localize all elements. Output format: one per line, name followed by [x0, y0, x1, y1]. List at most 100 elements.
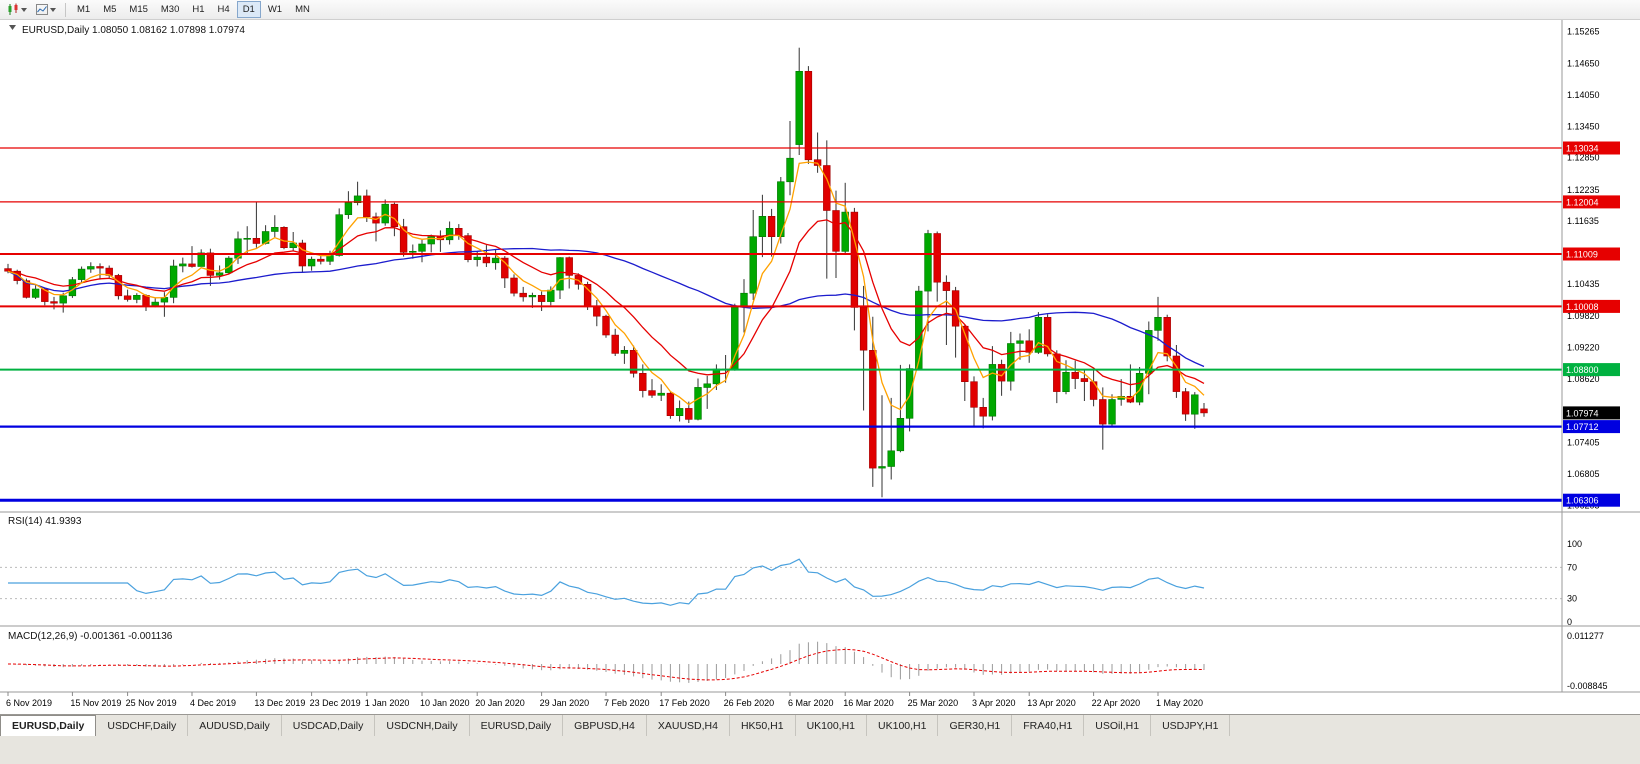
candle-body	[1099, 399, 1107, 425]
macd-signal-line	[7, 648, 1205, 681]
candle-body	[620, 349, 629, 354]
timeframe-button-mn[interactable]: MN	[289, 1, 316, 18]
macd-label: MACD(12,26,9) -0.001361 -0.001136	[8, 631, 173, 642]
timeframe-button-h4[interactable]: H4	[212, 1, 236, 18]
candle-body	[1154, 316, 1162, 331]
candle-body	[639, 372, 647, 391]
chart-tab-bar: EURUSD,Daily USDCHF,Daily AUDUSD,Daily U…	[0, 714, 1640, 736]
candle-body	[169, 265, 178, 298]
chart-tab[interactable]: FRA40,H1	[1012, 715, 1085, 736]
candle-body	[114, 275, 123, 297]
chart-tab[interactable]: HK50,H1	[730, 715, 796, 736]
candle-body	[317, 258, 325, 262]
svg-text:17 Feb 2020: 17 Feb 2020	[659, 698, 710, 708]
candle-body	[326, 255, 334, 262]
svg-text:30: 30	[1567, 594, 1577, 604]
candle-body	[758, 216, 767, 238]
chart-tab[interactable]: EURUSD,Daily	[470, 715, 564, 736]
chart-title-triangle-icon[interactable]	[9, 25, 16, 30]
svg-text:1.12850: 1.12850	[1567, 153, 1600, 163]
price-axis[interactable]: 1.15265 1.14650 1.14050 1.13450 1.12850 1.122…	[1561, 20, 1620, 692]
candle-body	[215, 272, 224, 276]
svg-text:6 Nov 2019: 6 Nov 2019	[6, 698, 52, 708]
candle-body	[252, 238, 261, 244]
candle-body	[712, 368, 721, 385]
window-bottom-strip	[0, 736, 1640, 764]
candle-body	[142, 294, 150, 307]
chart-tab[interactable]: UK100,H1	[867, 715, 939, 736]
chart-tab[interactable]: USDCNH,Daily	[375, 715, 470, 736]
candle-body	[1071, 371, 1079, 379]
candle-body	[1043, 316, 1052, 355]
svg-text:1.07712: 1.07712	[1566, 422, 1599, 432]
svg-text:3 Apr 2020: 3 Apr 2020	[972, 698, 1016, 708]
svg-text:25 Nov 2019: 25 Nov 2019	[126, 698, 177, 708]
candle-body	[869, 349, 877, 469]
candle-body	[50, 301, 58, 304]
timeframe-button-h1[interactable]: H1	[186, 1, 210, 18]
candle-body	[795, 70, 803, 145]
candle-body	[740, 292, 748, 308]
candle-body	[565, 257, 573, 276]
macd-panel[interactable]	[0, 625, 1640, 683]
chart-tab[interactable]: XAUUSD,H4	[647, 715, 730, 736]
svg-text:20 Jan 2020: 20 Jan 2020	[475, 698, 525, 708]
svg-text:15 Nov 2019: 15 Nov 2019	[70, 698, 121, 708]
timeframe-button-m5[interactable]: M5	[97, 1, 122, 18]
candle-body	[280, 227, 288, 249]
timeframe-button-m30[interactable]: M30	[155, 1, 185, 18]
candle-body	[77, 268, 86, 280]
svg-text:1.13450: 1.13450	[1567, 121, 1600, 131]
svg-text:22 Apr 2020: 22 Apr 2020	[1092, 698, 1141, 708]
candle-body	[804, 70, 813, 161]
timeframe-button-d1[interactable]: D1	[236, 1, 261, 18]
candle-body	[399, 226, 408, 253]
axis-price-tag	[1563, 141, 1620, 155]
candlestick-chart-icon	[8, 3, 18, 15]
chart-tab[interactable]: EURUSD,Daily	[0, 715, 97, 736]
chart-tab[interactable]: USDCHF,Daily	[96, 715, 189, 736]
candle-body	[961, 325, 969, 383]
chart-tab[interactable]: UK100,H1	[796, 715, 868, 736]
timeframe-button-m1[interactable]: M1	[71, 1, 96, 18]
chart-tab[interactable]: AUDUSD,Daily	[188, 715, 282, 736]
chart-tab[interactable]: USDJPY,H1	[1151, 715, 1231, 736]
candle-body	[335, 214, 343, 256]
svg-text:1.07405: 1.07405	[1567, 438, 1600, 448]
price-panel[interactable]	[0, 47, 1640, 513]
chevron-down-icon	[50, 7, 56, 12]
chart-window: 1.15265 1.14650 1.14050 1.13450 1.12850 1.122…	[0, 20, 1640, 714]
svg-text:7 Feb 2020: 7 Feb 2020	[604, 698, 650, 708]
chevron-down-icon	[21, 7, 27, 12]
candle-body	[307, 258, 316, 267]
candle-body	[519, 292, 527, 298]
svg-text:29 Jan 2020: 29 Jan 2020	[540, 698, 590, 708]
candle-body	[749, 236, 757, 294]
chart-canvas[interactable]: 1.15265 1.14650 1.14050 1.13450 1.12850 1.122…	[0, 20, 1640, 714]
candle-body	[271, 227, 279, 232]
candle-body	[188, 263, 196, 267]
candle-body	[878, 466, 886, 469]
axis-price-tag	[1563, 493, 1620, 507]
timeframe-button-m15[interactable]: M15	[123, 1, 153, 18]
chart-tab[interactable]: USDCAD,Daily	[282, 715, 376, 736]
timeframe-button-w1[interactable]: W1	[262, 1, 288, 18]
svg-text:1.13034: 1.13034	[1566, 144, 1599, 154]
candle-body	[59, 295, 67, 304]
chart-type-button[interactable]	[3, 1, 31, 19]
axis-price-tag	[1563, 247, 1620, 261]
chart-tab[interactable]: USOil,H1	[1084, 715, 1152, 736]
axis-price-tag	[1563, 406, 1620, 420]
chart-tools-button[interactable]	[32, 1, 60, 19]
candle-body	[22, 280, 31, 298]
svg-text:1.06306: 1.06306	[1566, 496, 1599, 506]
candle-body	[767, 216, 776, 238]
candle-body	[556, 257, 564, 291]
candle-body	[611, 334, 619, 354]
chart-tab[interactable]: GBPUSD,H4	[563, 715, 647, 736]
time-axis[interactable]: 6 Nov 2019 15 Nov 2019 25 Nov 2019 4 Dec 20…	[0, 691, 1640, 708]
chart-tab[interactable]: GER30,H1	[938, 715, 1013, 736]
rsi-panel[interactable]	[0, 558, 1562, 606]
candle-body	[225, 257, 233, 274]
candle-body	[96, 266, 104, 269]
